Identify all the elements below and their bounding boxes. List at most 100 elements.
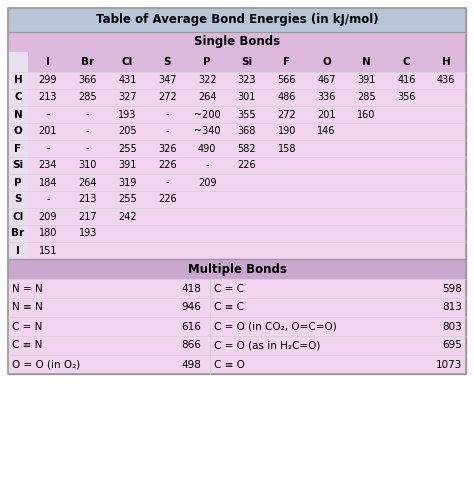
Text: C = O (in CO₂, O=C=O): C = O (in CO₂, O=C=O) [213,322,336,331]
Bar [8,123,466,140]
Text: P: P [203,57,211,67]
Text: 598: 598 [442,283,462,294]
Bar [8,317,466,336]
Text: -: - [46,143,50,154]
Text: 319: 319 [118,177,137,188]
Text: 264: 264 [198,92,217,103]
Text: C: C [402,57,410,67]
Text: Cl: Cl [122,57,133,67]
Text: 272: 272 [277,109,296,120]
Bar [8,106,466,123]
Bar [8,140,28,157]
Text: ~200: ~200 [194,109,220,120]
Text: 190: 190 [278,126,296,137]
Text: 336: 336 [318,92,336,103]
Text: H: H [14,75,22,86]
Text: 431: 431 [118,75,137,86]
Text: H: H [442,57,450,67]
Text: 193: 193 [79,228,97,239]
Text: 616: 616 [182,322,201,331]
Text: P: P [14,177,22,188]
Text: 436: 436 [437,75,456,86]
Bar [8,336,466,355]
Text: 272: 272 [158,92,177,103]
Text: Si: Si [241,57,253,67]
Text: 467: 467 [318,75,336,86]
Text: 209: 209 [39,211,57,222]
Text: 323: 323 [238,75,256,86]
Bar [8,174,466,191]
Bar [8,191,28,208]
Bar [8,89,28,106]
Text: -: - [86,143,90,154]
Bar [8,208,466,225]
Text: 146: 146 [318,126,336,137]
Text: 201: 201 [39,126,57,137]
Text: 813: 813 [442,302,462,312]
Text: 209: 209 [198,177,217,188]
Text: 301: 301 [238,92,256,103]
Text: 285: 285 [357,92,376,103]
Text: -: - [165,177,169,188]
Text: -: - [86,109,90,120]
Text: C = O (as in H₂C=O): C = O (as in H₂C=O) [213,341,320,350]
Text: 391: 391 [118,160,137,171]
Bar [8,225,466,242]
Text: 486: 486 [278,92,296,103]
Text: 234: 234 [39,160,57,171]
Bar [8,174,28,191]
Text: Table of Average Bond Energies (in kJ/mol): Table of Average Bond Energies (in kJ/mo… [96,14,378,27]
Text: 242: 242 [118,211,137,222]
Bar [8,157,28,174]
Bar [8,8,466,32]
Text: Single Bonds: Single Bonds [194,35,280,49]
Text: -: - [165,109,169,120]
Bar [8,242,28,259]
Bar [8,157,466,174]
Text: 1073: 1073 [436,360,462,369]
Text: I: I [16,245,20,256]
Bar [8,52,28,72]
Text: 193: 193 [118,109,137,120]
Text: 490: 490 [198,143,216,154]
Text: -: - [86,126,90,137]
Bar [8,72,466,89]
Text: -: - [205,160,209,171]
Text: 213: 213 [39,92,57,103]
Text: 158: 158 [278,143,296,154]
Text: C ≡ C: C ≡ C [213,302,244,312]
Text: 356: 356 [397,92,416,103]
Text: 264: 264 [79,177,97,188]
Bar [8,208,28,225]
Bar [8,106,28,123]
Text: 151: 151 [39,245,57,256]
Text: 391: 391 [357,75,375,86]
Text: -: - [46,194,50,205]
Text: 347: 347 [158,75,177,86]
Bar [8,225,28,242]
Text: 866: 866 [182,341,201,350]
Text: Br: Br [11,228,25,239]
Bar [8,8,466,374]
Text: 226: 226 [158,194,177,205]
Text: N ≡ N: N ≡ N [12,302,43,312]
Text: 326: 326 [158,143,177,154]
Text: 255: 255 [118,143,137,154]
Bar [8,191,466,208]
Text: N = N: N = N [12,283,43,294]
Text: C = N: C = N [12,322,42,331]
Text: Multiple Bonds: Multiple Bonds [188,262,286,276]
Text: 180: 180 [39,228,57,239]
Text: 366: 366 [79,75,97,86]
Bar [8,72,28,89]
Text: 226: 226 [158,160,177,171]
Text: 327: 327 [118,92,137,103]
Text: 226: 226 [237,160,256,171]
Text: C: C [14,92,22,103]
Bar [8,242,466,259]
Text: 355: 355 [237,109,256,120]
Text: C ≡ N: C ≡ N [12,341,42,350]
Text: 368: 368 [238,126,256,137]
Text: 418: 418 [182,283,201,294]
Text: C ≡ O: C ≡ O [213,360,245,369]
